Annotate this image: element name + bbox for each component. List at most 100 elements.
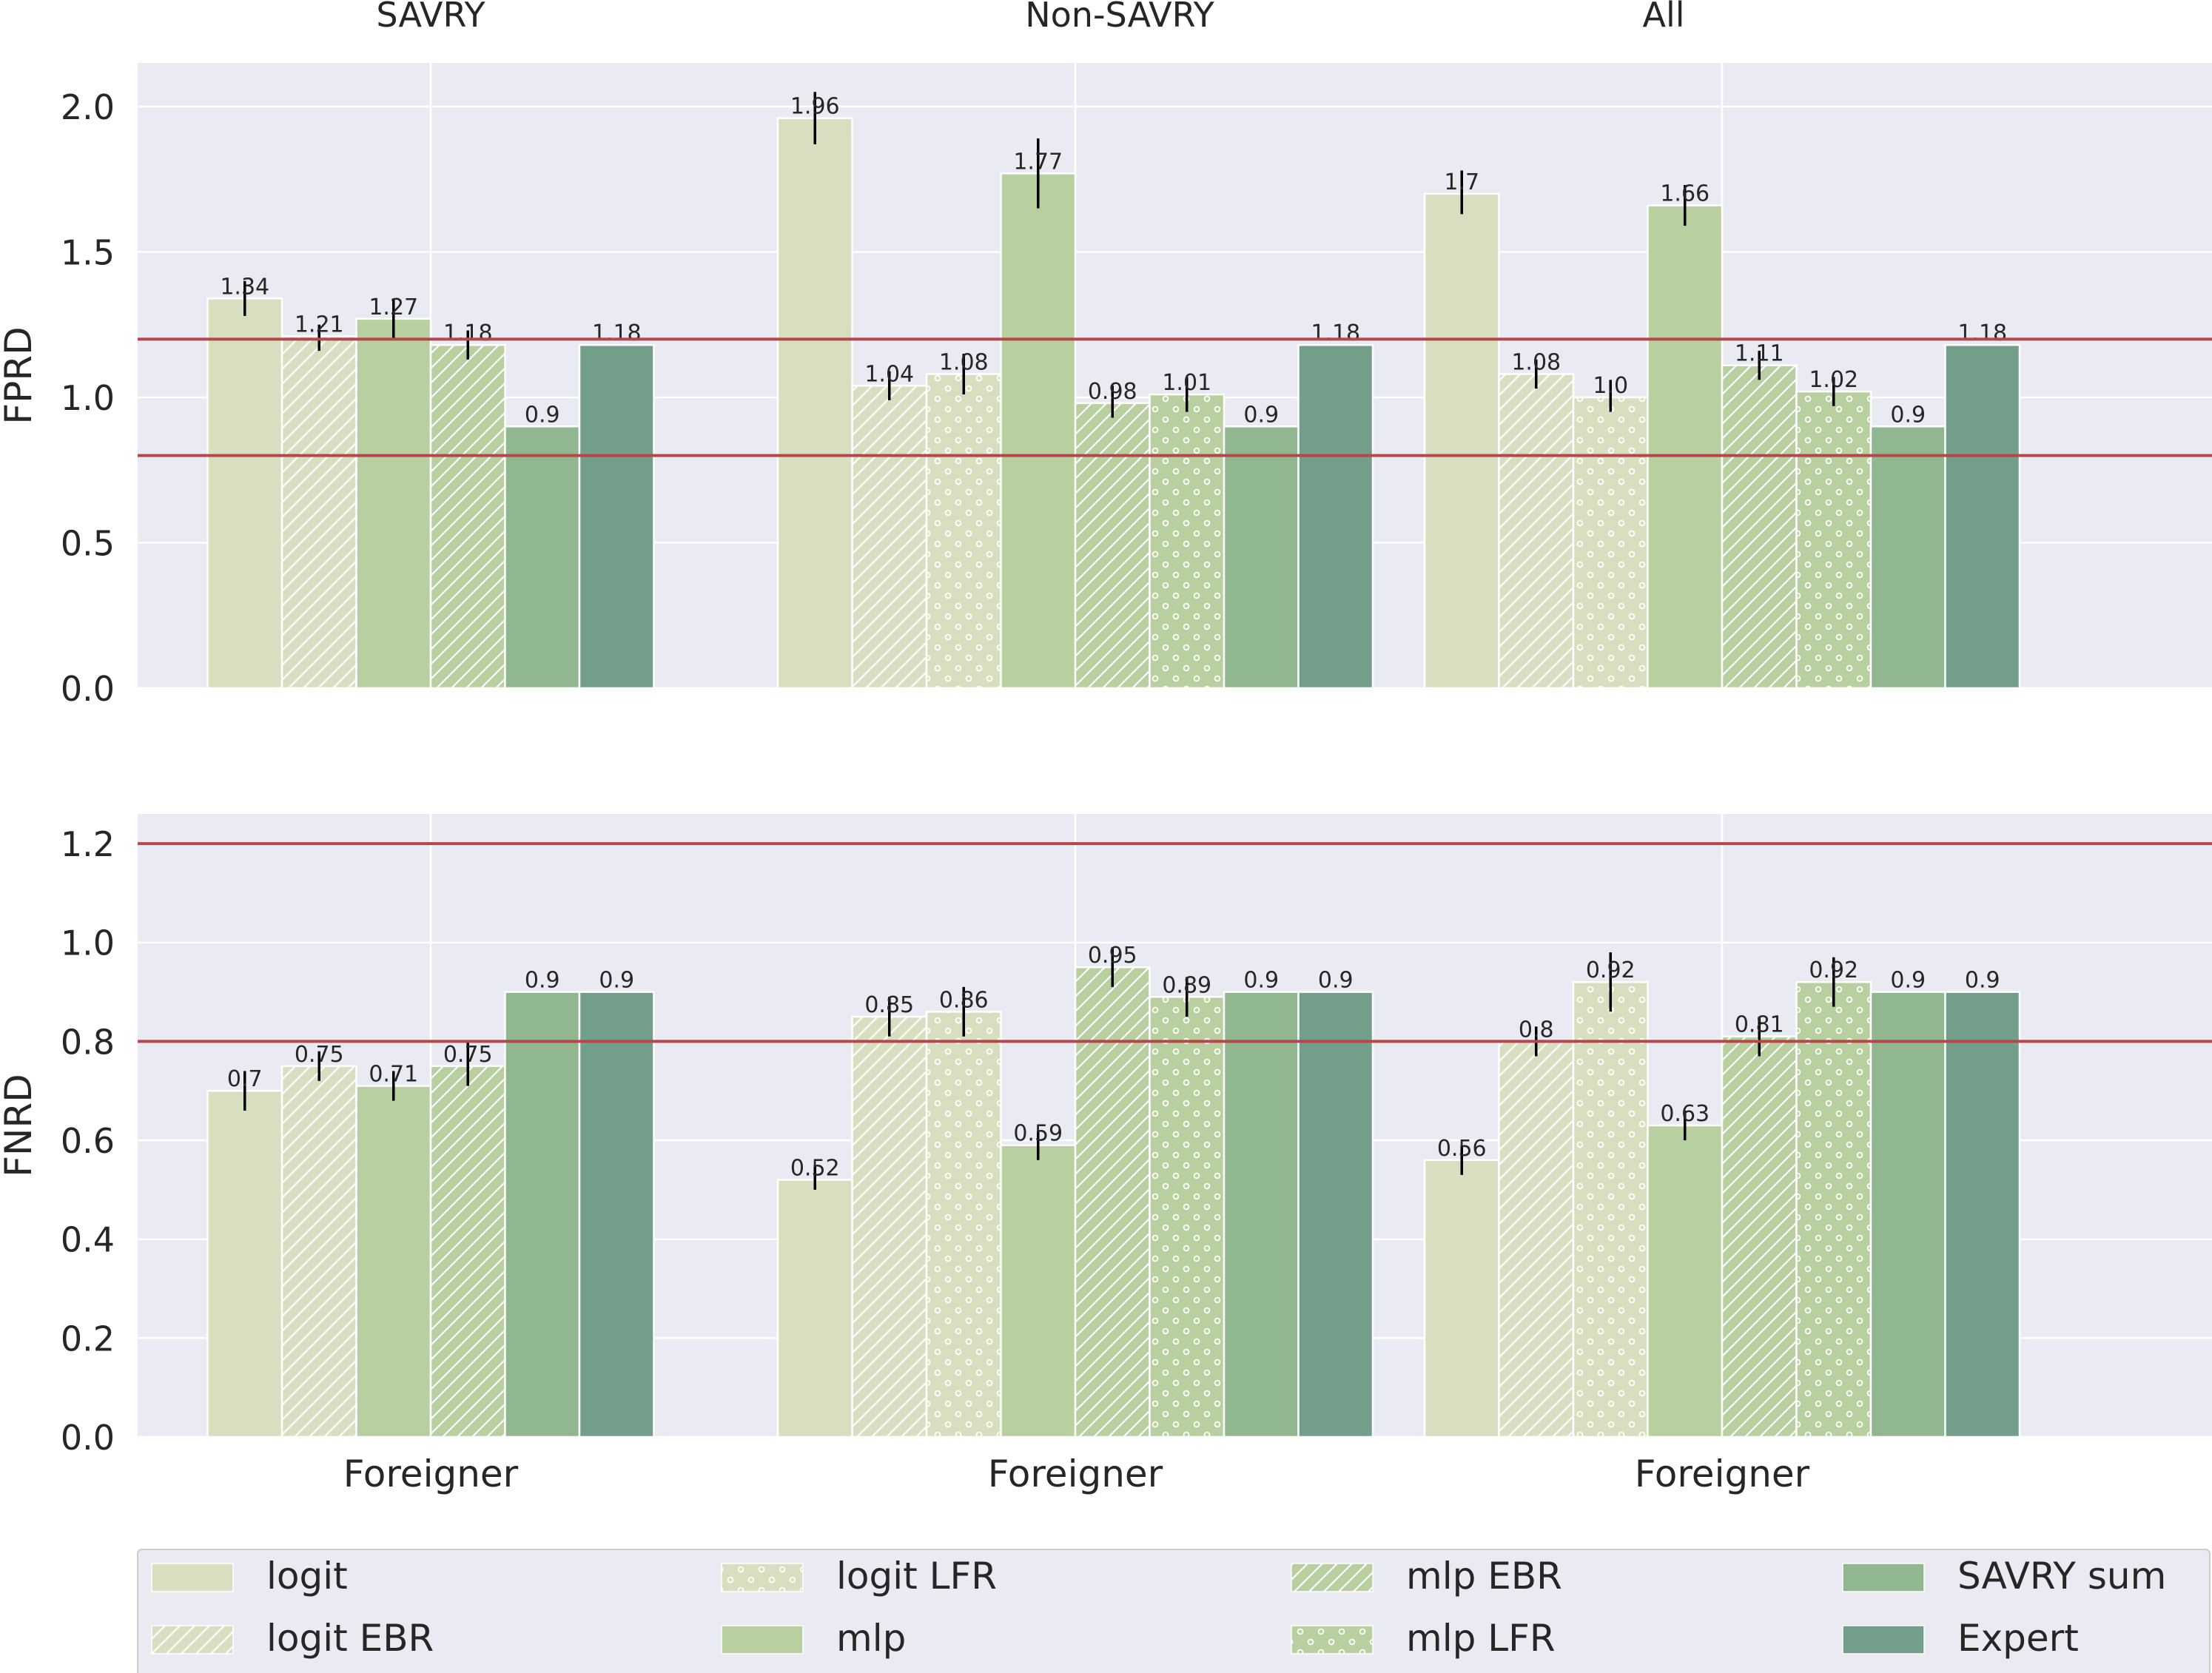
fnrd-ytick-label: 0.2 [61,1319,115,1359]
legend-item-logit-label: logit [266,1555,348,1598]
fprd-ytick-label: 0.5 [61,523,115,563]
fnrd-data-label: 0.9 [599,968,634,994]
fprd-ytick-label: 2.0 [61,87,115,127]
fnrd-data-label: 0.9 [525,968,560,994]
fnrd-data-label: 0.56 [1437,1136,1487,1162]
fprd-bar-all-expert [1944,343,2021,690]
fprd-bar-all-mlp-lfr-hatch [1796,391,1871,688]
fnrd-data-label: 0.9 [1243,968,1279,994]
fnrd-data-label: 0.9 [1890,968,1926,994]
fprd-ytick-label: 1.5 [61,232,115,272]
fnrd-bar-all-mlp-ebr-hatch [1722,1036,1797,1437]
legend-item-expert-swatch [1842,1625,1925,1655]
fnrd-bar-all-logit-lfr-hatch [1573,982,1648,1437]
fprd-data-label: 0.9 [525,402,560,428]
legend-item-logit: logit [151,1555,348,1598]
fprd-data-label: 1.18 [1957,320,2007,346]
legend-item-savry-sum: SAVRY sum [1842,1555,2166,1598]
fnrd-bar-all-savry-sum [1869,991,1946,1438]
fprd-data-label: 1.08 [1511,350,1561,376]
legend-item-logit-swatch [151,1563,234,1592]
fprd-data-label: 1.96 [790,94,840,120]
fnrd-bar-all-mlp-lfr-hatch [1796,982,1871,1437]
legend-box [137,1549,2211,1673]
fnrd-bar-non-savry-expert [1297,991,1374,1438]
fprd-bar-non-savry-mlp-ebr-hatch [1075,403,1150,688]
fprd-data-label: 1.66 [1660,181,1710,207]
fprd-data-label: 1.18 [443,320,493,346]
fnrd-bar-all-mlp [1647,1124,1724,1438]
fprd-data-label: 1.04 [864,361,914,387]
fnrd-data-label: 0.89 [1162,972,1211,998]
fnrd-data-label: 0.95 [1088,943,1137,969]
fprd-data-label: 0.98 [1088,379,1137,405]
fnrd-data-label: 0.9 [1965,968,2000,994]
fprd-bar-non-savry-savry-sum [1223,425,1300,690]
fprd-data-label: 1.0 [1593,373,1628,399]
fnrd-bar-non-savry-logit-ebr-hatch [852,1016,927,1437]
fnrd-ytick-label: 0.4 [61,1220,115,1260]
legend-item-mlp-lfr: mlp LFR [1291,1617,1556,1660]
fnrd-data-label: 0.8 [1519,1017,1554,1043]
fprd-bar-non-savry-expert [1297,343,1374,690]
legend-item-mlp-lfr-label: mlp LFR [1406,1617,1556,1660]
fnrd-bar-savry-savry-sum [504,991,581,1438]
fprd-data-label: 1.34 [220,274,269,300]
fnrd-bar-savry-logit-ebr-hatch [282,1066,357,1437]
fnrd-data-label: 0.92 [1586,957,1636,983]
fnrd-plot: 0.0 0.2 0.4 0.6 0.8 1.0 1.2 FNRD 0.7 0.75 0.71 0.75… [0,814,2212,1495]
fnrd-y-axis-label: FNRD [0,1074,40,1177]
fprd-bar-non-savry-logit-lfr-hatch [927,374,1001,688]
fprd-bar-all-mlp [1647,204,1724,690]
fprd-data-label: 1.01 [1162,370,1211,396]
fnrd-ytick-label: 0.0 [61,1418,115,1458]
fnrd-bar-all-expert [1944,991,2021,1438]
fnrd-ytick-label: 1.2 [61,824,115,864]
fprd-bar-all-mlp-ebr-hatch [1722,365,1797,688]
panel-title-non-savry: Non-SAVRY [1025,0,1214,35]
fnrd-data-label: 0.71 [369,1062,418,1088]
fprd-data-label: 1.21 [295,312,344,337]
panel-titles: SAVRY Non-SAVRY All [376,0,1684,35]
fprd-bar-non-savry-logit-ebr-hatch [852,386,927,688]
panel-title-all: All [1642,0,1684,35]
x-tick-label-all: Foreigner [1635,1452,1810,1495]
legend-item-logit-lfr: logit LFR [721,1555,997,1598]
legend-item-savry-sum-swatch [1842,1563,1925,1592]
legend-item-savry-sum-label: SAVRY sum [1957,1555,2166,1598]
fprd-bar-non-savry-logit [776,117,853,690]
fnrd-data-label: 0.59 [1013,1121,1063,1147]
legend-item-logit-lfr-swatch-hatch [722,1563,803,1592]
fnrd-data-label: 0.81 [1735,1012,1784,1038]
x-tick-label-savry: Foreigner [343,1452,519,1495]
fprd-data-label: 1.7 [1444,169,1479,195]
legend-item-logit-ebr-swatch-hatch [152,1626,233,1654]
panel-title-savry: SAVRY [376,0,485,35]
legend-item-mlp-lfr-swatch-hatch [1291,1626,1373,1654]
fnrd-ytick-label: 0.8 [61,1022,115,1062]
legend-item-logit-ebr: logit EBR [151,1617,434,1660]
fnrd-ytick-label: 1.0 [61,923,115,963]
fprd-bar-savry-savry-sum [504,425,581,690]
fprd-bar-non-savry-mlp [1000,172,1077,690]
fprd-bar-non-savry-mlp-lfr-hatch [1149,394,1224,688]
fnrd-bar-non-savry-mlp [1000,1144,1077,1438]
legend-item-logit-ebr-label: logit EBR [266,1617,434,1660]
fnrd-ytick-label: 0.6 [61,1121,115,1161]
legend-item-mlp-swatch [721,1625,804,1655]
fprd-ytick-label: 1.0 [61,378,115,418]
fprd-data-label: 1.11 [1735,341,1784,367]
fnrd-bar-non-savry-logit [776,1179,853,1438]
fnrd-data-label: 0.52 [790,1156,840,1182]
legend-item-mlp-ebr: mlp EBR [1291,1555,1562,1598]
fprd-data-label: 1.18 [1311,320,1360,346]
fprd-data-label: 1.77 [1013,149,1063,175]
fnrd-data-label: 0.86 [939,987,989,1013]
fnrd-bar-savry-mlp [355,1085,432,1438]
fprd-data-label: 1.08 [939,350,989,376]
fnrd-bar-all-logit-ebr-hatch [1499,1041,1573,1437]
fprd-data-label: 1.18 [592,320,642,346]
fnrd-data-label: 0.7 [227,1066,263,1092]
legend-item-mlp: mlp [721,1617,906,1660]
